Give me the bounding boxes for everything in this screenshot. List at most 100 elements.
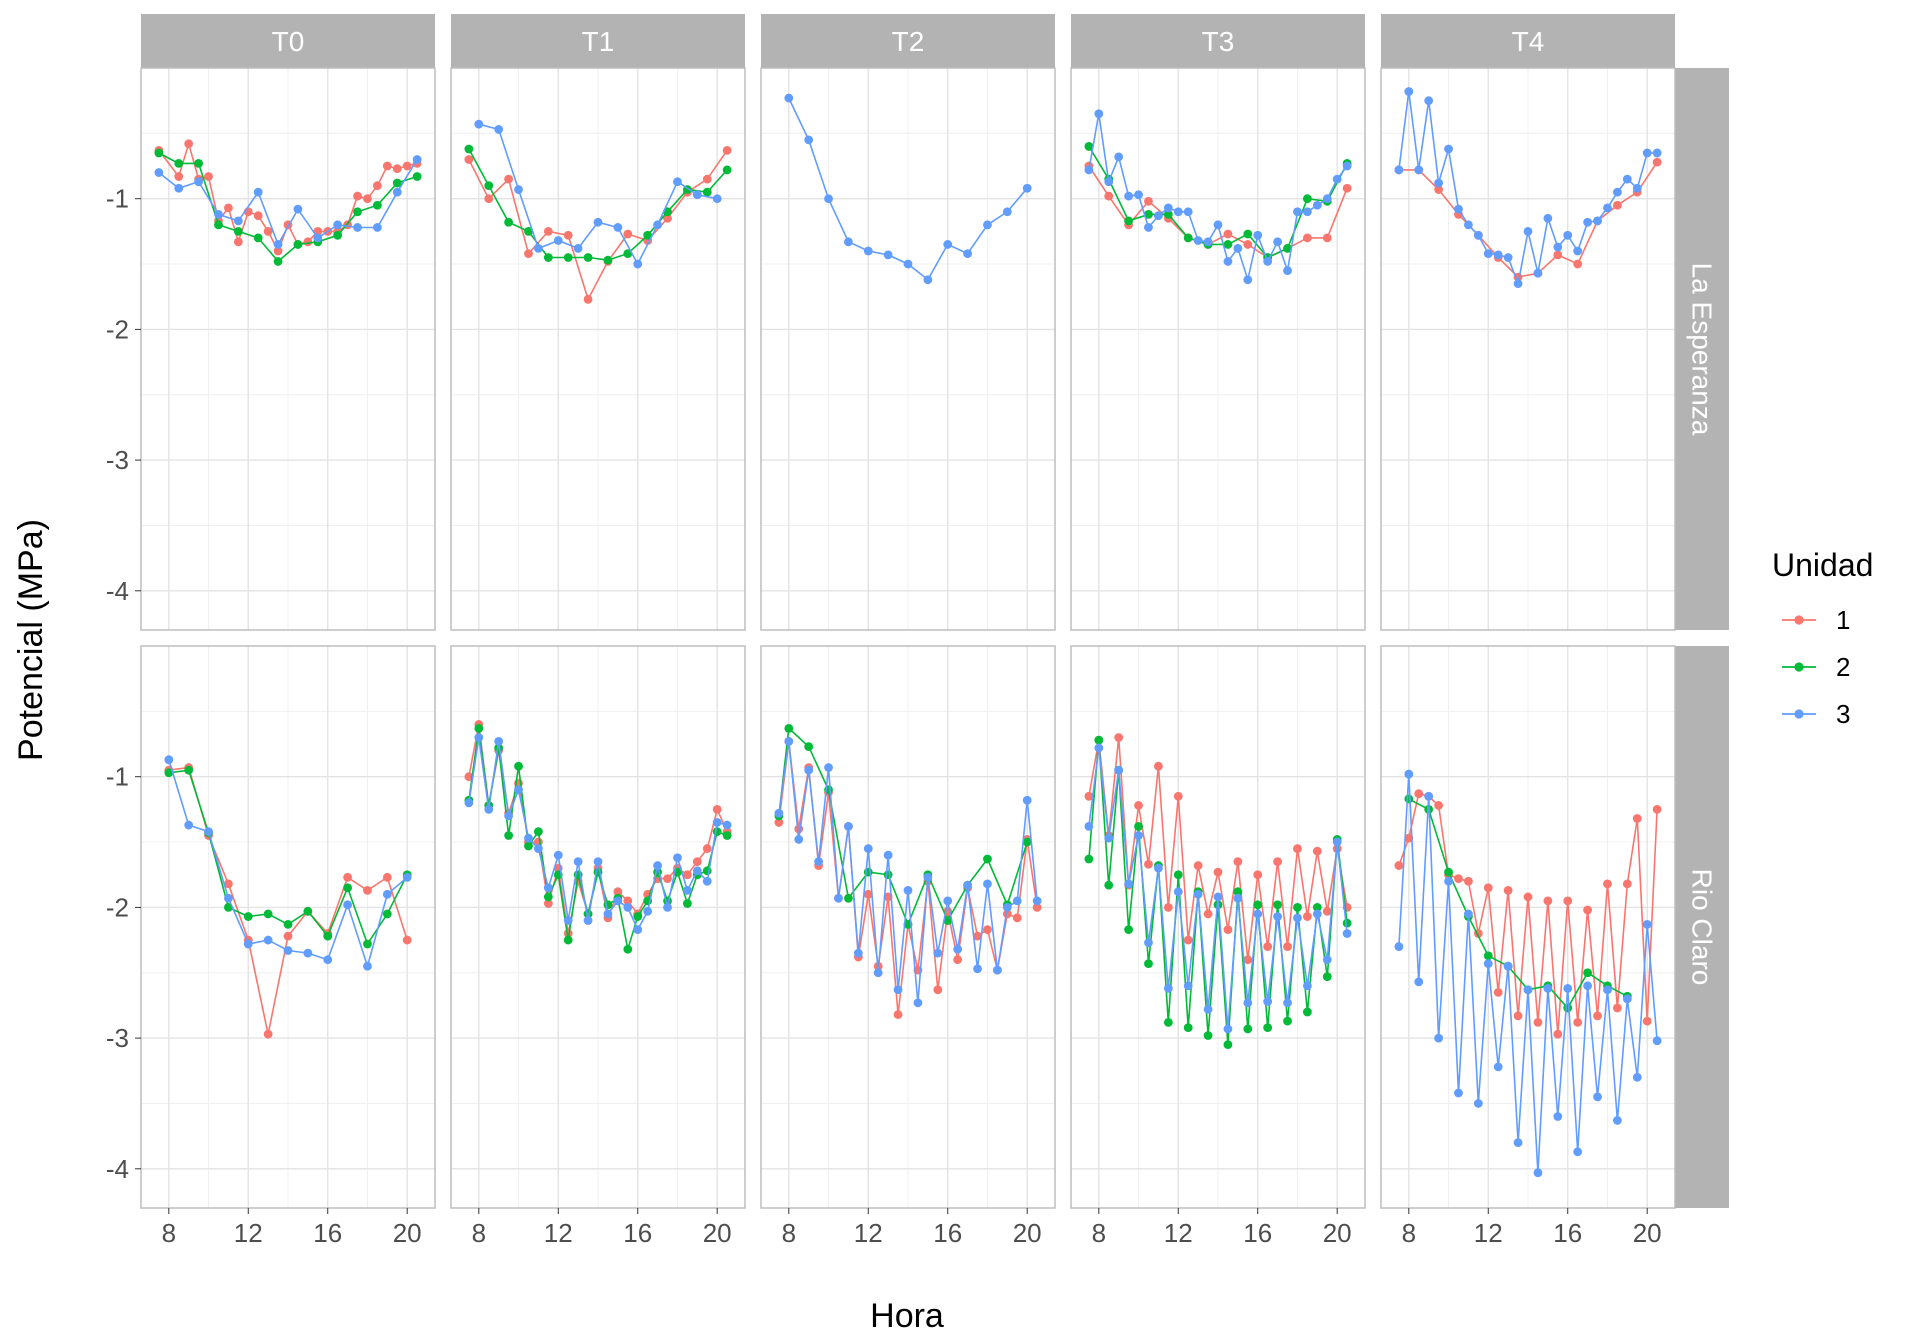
- data-point: [1124, 925, 1134, 935]
- data-point: [1144, 938, 1153, 948]
- y-tick-label: -2: [106, 314, 129, 344]
- data-point: [303, 906, 313, 916]
- data-point: [1464, 876, 1473, 886]
- data-point: [1312, 902, 1322, 912]
- panel: [760, 67, 1056, 631]
- data-point: [553, 850, 563, 860]
- data-point: [1084, 854, 1094, 864]
- x-tick-label: 16: [1553, 1218, 1582, 1248]
- data-point: [573, 243, 583, 253]
- data-point: [814, 857, 824, 867]
- data-point: [863, 246, 873, 256]
- data-point: [1263, 257, 1273, 266]
- data-point: [722, 831, 732, 840]
- data-point: [722, 820, 732, 830]
- data-point: [1513, 1011, 1523, 1021]
- data-point: [293, 240, 303, 249]
- data-point: [824, 194, 833, 204]
- data-point: [963, 249, 972, 258]
- data-point: [184, 765, 194, 775]
- data-point: [494, 743, 504, 753]
- data-point: [1533, 268, 1543, 278]
- data-point: [563, 230, 573, 240]
- data-point: [623, 944, 633, 954]
- data-point: [1302, 912, 1312, 921]
- data-point: [484, 804, 494, 814]
- data-point: [1094, 743, 1104, 753]
- data-point: [1233, 243, 1243, 253]
- data-point: [204, 172, 213, 181]
- data-point: [1104, 177, 1114, 187]
- data-point: [653, 220, 662, 230]
- data-point: [464, 155, 474, 164]
- data-point: [553, 236, 563, 245]
- data-point: [1273, 900, 1282, 910]
- data-point: [844, 821, 853, 831]
- data-point: [1642, 919, 1652, 929]
- data-point: [1622, 879, 1632, 889]
- data-point: [692, 857, 702, 867]
- data-point: [1332, 837, 1342, 847]
- panel-border: [1380, 645, 1676, 1209]
- data-point: [1553, 1029, 1563, 1039]
- data-point: [1012, 913, 1022, 923]
- data-point: [1134, 190, 1143, 200]
- data-point: [174, 183, 184, 193]
- data-point: [154, 168, 164, 177]
- data-point: [1183, 1023, 1193, 1033]
- data-point: [412, 172, 422, 181]
- panel-border: [1070, 67, 1366, 631]
- data-point: [1404, 87, 1414, 96]
- data-point: [353, 191, 362, 201]
- data-point: [603, 909, 613, 919]
- data-point: [563, 253, 573, 262]
- data-point: [524, 833, 533, 843]
- data-point: [663, 874, 672, 884]
- data-point: [1342, 183, 1352, 193]
- data-point: [543, 892, 553, 902]
- data-point: [623, 229, 633, 239]
- data-point: [1652, 157, 1662, 167]
- data-point: [543, 899, 553, 908]
- data-point: [224, 893, 233, 903]
- data-point: [1622, 994, 1632, 1004]
- data-point: [1483, 951, 1493, 961]
- column-strip-label: T2: [892, 26, 925, 57]
- data-point: [1553, 250, 1563, 260]
- data-point: [1302, 1007, 1312, 1017]
- data-point: [953, 944, 963, 954]
- data-point: [1563, 896, 1573, 906]
- column-strip-label: T3: [1202, 26, 1235, 57]
- data-point: [524, 249, 533, 258]
- data-point: [1444, 867, 1453, 877]
- data-point: [402, 872, 412, 882]
- data-point: [253, 187, 263, 197]
- data-point: [543, 226, 553, 236]
- data-point: [1483, 249, 1493, 258]
- panel-border: [760, 645, 1056, 1209]
- series-line: [468, 149, 728, 302]
- data-point: [722, 145, 732, 155]
- data-point: [1243, 1024, 1253, 1034]
- data-point: [1193, 861, 1203, 870]
- data-point: [893, 985, 903, 995]
- data-point: [524, 226, 533, 236]
- data-point: [1203, 237, 1213, 247]
- panel-border: [140, 645, 436, 1209]
- data-point: [504, 217, 514, 227]
- data-point: [1163, 203, 1173, 213]
- data-point: [514, 761, 523, 771]
- data-point: [372, 200, 382, 210]
- data-point: [1183, 935, 1193, 945]
- data-point: [1223, 1024, 1233, 1034]
- data-point: [983, 925, 992, 935]
- data-point: [1322, 955, 1332, 965]
- row-strip: [1675, 646, 1729, 1208]
- data-point: [712, 827, 722, 836]
- data-point: [1002, 207, 1012, 217]
- data-point: [963, 880, 972, 890]
- data-point: [623, 896, 633, 906]
- data-point: [663, 902, 672, 912]
- data-point: [613, 223, 623, 232]
- legend-label: 3: [1836, 699, 1850, 729]
